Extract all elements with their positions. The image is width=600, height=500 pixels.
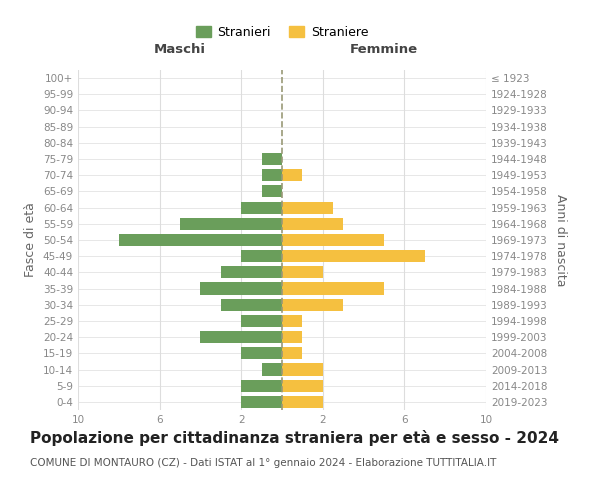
Bar (241, 348, 282, 360)
Bar (262, 186, 282, 198)
Bar (241, 315, 282, 327)
Bar (241, 202, 282, 213)
Bar (282, 315, 302, 327)
Bar (282, 169, 302, 181)
Text: COMUNE DI MONTAURO (CZ) - Dati ISTAT al 1° gennaio 2024 - Elaborazione TUTTITALI: COMUNE DI MONTAURO (CZ) - Dati ISTAT al … (30, 458, 496, 468)
Bar (221, 298, 282, 311)
Bar (200, 282, 282, 294)
Bar (262, 153, 282, 165)
Bar (241, 396, 282, 408)
Bar (282, 282, 384, 294)
Bar (282, 234, 384, 246)
Bar (241, 250, 282, 262)
Bar (282, 396, 323, 408)
Bar (282, 218, 343, 230)
Bar (119, 234, 282, 246)
Bar (262, 169, 282, 181)
Y-axis label: Fasce di età: Fasce di età (25, 202, 37, 278)
Bar (282, 380, 323, 392)
Bar (262, 364, 282, 376)
Text: Femmine: Femmine (350, 44, 418, 57)
Bar (282, 298, 343, 311)
Bar (200, 331, 282, 343)
Text: Maschi: Maschi (154, 44, 206, 57)
Bar (221, 266, 282, 278)
Bar (241, 380, 282, 392)
Bar (282, 266, 323, 278)
Legend: Stranieri, Straniere: Stranieri, Straniere (192, 22, 372, 42)
Bar (282, 250, 425, 262)
Bar (282, 202, 333, 213)
Bar (282, 364, 323, 376)
Bar (282, 348, 302, 360)
Bar (282, 331, 302, 343)
Text: Popolazione per cittadinanza straniera per età e sesso - 2024: Popolazione per cittadinanza straniera p… (30, 430, 559, 446)
Y-axis label: Anni di nascita: Anni di nascita (554, 194, 567, 286)
Bar (180, 218, 282, 230)
